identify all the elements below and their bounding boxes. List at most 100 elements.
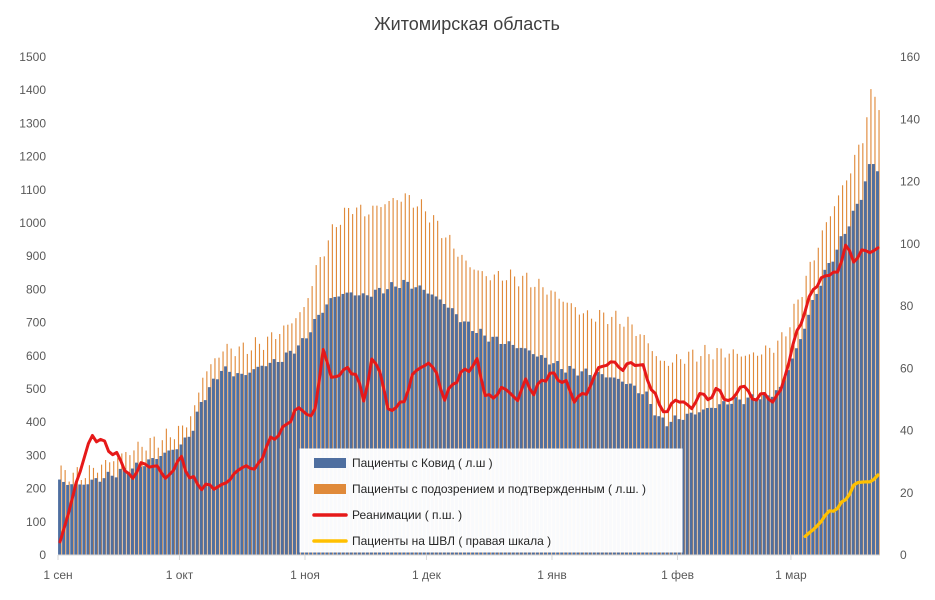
suspected-bar (165, 428, 167, 555)
x-tick-label: 1 ноя (290, 568, 320, 582)
covid-bar (714, 408, 717, 555)
suspected-bar (615, 310, 617, 555)
suspected-bar (416, 206, 418, 555)
suspected-bar (542, 287, 544, 555)
suspected-bar (866, 117, 868, 555)
suspected-bar (214, 358, 216, 555)
covid-bar (487, 341, 491, 555)
suspected-bar (878, 110, 880, 555)
legend-label: Пациенты на ШВЛ ( правая шкала ) (352, 534, 551, 548)
covid-bar (159, 456, 163, 555)
covid-bar (827, 262, 831, 555)
suspected-bar (230, 348, 232, 555)
suspected-bar (186, 427, 188, 555)
covid-bar (248, 372, 252, 555)
suspected-bar (356, 207, 358, 555)
covid-bar (187, 436, 191, 555)
suspected-bar (858, 144, 860, 555)
suspected-bar (837, 195, 840, 556)
covid-bar (471, 331, 475, 555)
covid-bar (147, 459, 151, 555)
covid-bar (770, 396, 774, 555)
covid-bar (122, 468, 126, 555)
covid-bar (876, 171, 879, 555)
suspected-bar (433, 215, 435, 556)
suspected-bar (720, 348, 722, 555)
suspected-bar (566, 302, 568, 555)
covid-bar (337, 296, 341, 555)
suspected-bar (850, 173, 852, 555)
covid-bar (163, 452, 167, 555)
covid-bar (467, 321, 470, 555)
suspected-bar (275, 339, 277, 555)
suspected-bar (708, 354, 710, 555)
covid-bar (746, 397, 750, 555)
suspected-bar (623, 326, 625, 555)
covid-bar (799, 339, 803, 555)
suspected-bar (740, 356, 742, 555)
suspected-bar (501, 280, 504, 555)
suspected-bar (489, 280, 491, 555)
y-left-tick-label: 100 (26, 515, 46, 529)
suspected-bar (352, 214, 354, 555)
covid-bar (442, 304, 446, 555)
covid-bar (276, 361, 280, 555)
covid-bar (758, 399, 762, 555)
suspected-bar (424, 211, 427, 556)
covid-bar (126, 473, 130, 555)
suspected-bar (590, 318, 593, 555)
suspected-bar (303, 307, 305, 555)
covid-bar (369, 296, 373, 555)
covid-bar (754, 400, 758, 555)
x-tick-label: 1 янв (537, 568, 567, 582)
suspected-bar (76, 467, 78, 555)
suspected-bar (396, 200, 398, 555)
suspected-bar (84, 478, 86, 555)
suspected-bar (101, 464, 103, 555)
x-tick-label: 1 окт (166, 568, 194, 582)
covid-bar (139, 466, 142, 555)
covid-bar (228, 371, 232, 555)
y-left-tick-label: 0 (39, 548, 46, 562)
covid-bar (179, 444, 183, 555)
covid-bar (807, 314, 811, 555)
covid-bar (333, 296, 337, 555)
covid-bar (418, 285, 422, 555)
suspected-bar (752, 352, 755, 555)
covid-bar (867, 164, 871, 555)
legend-label: Пациенты с Ковид ( л.ш ) (352, 456, 493, 470)
suspected-bar (509, 269, 512, 555)
suspected-bar (323, 256, 325, 555)
covid-bar (301, 338, 304, 555)
suspected-bar (64, 470, 66, 555)
covid-bar (843, 233, 847, 555)
covid-bar (118, 468, 122, 555)
suspected-bar (765, 345, 767, 555)
covid-bar (750, 394, 754, 555)
y-left-tick-label: 1500 (19, 50, 46, 64)
covid-bar (871, 164, 875, 555)
covid-bar (726, 404, 730, 555)
covid-bar (365, 295, 369, 555)
suspected-bar (68, 481, 70, 555)
suspected-bar (339, 224, 342, 555)
suspected-bar (319, 257, 321, 555)
suspected-bar (453, 248, 455, 555)
covid-bar (402, 279, 406, 555)
y-left-tick-label: 500 (26, 382, 46, 396)
covid-bar (507, 341, 511, 555)
suspected-bar (428, 222, 431, 556)
suspected-bar (129, 455, 131, 555)
x-tick-label: 1 сен (43, 568, 72, 582)
covid-bar (361, 293, 365, 555)
suspected-bar (570, 303, 572, 555)
suspected-bar (299, 312, 301, 555)
covid-bar (110, 475, 114, 555)
suspected-bar (481, 271, 483, 555)
suspected-bar (643, 334, 645, 555)
suspected-bar (842, 185, 844, 556)
suspected-bar (497, 270, 499, 555)
covid-bar (349, 292, 353, 555)
suspected-bar (526, 272, 528, 555)
suspected-bar (420, 199, 423, 556)
